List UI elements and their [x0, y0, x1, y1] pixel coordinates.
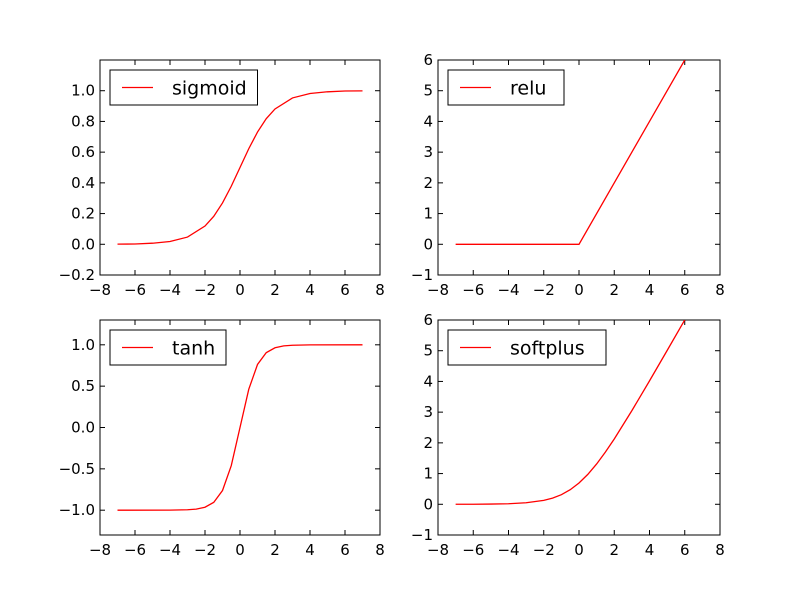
legend-label: tanh [172, 338, 215, 360]
y-tick-label: 1.0 [71, 336, 95, 354]
x-tick-label: 0 [574, 281, 584, 299]
x-tick-label: 2 [270, 541, 280, 559]
x-tick-label: 8 [375, 281, 385, 299]
x-tick-label: 8 [715, 541, 725, 559]
x-tick-label: −2 [533, 281, 555, 299]
x-tick-label: −8 [427, 281, 449, 299]
y-tick-label: −1.0 [59, 501, 95, 519]
y-tick-label: 5 [423, 82, 433, 100]
y-tick-label: 3 [423, 403, 433, 421]
x-tick-label: −6 [462, 541, 484, 559]
x-tick-label: −2 [194, 541, 216, 559]
y-tick-label: −1 [411, 266, 433, 284]
x-tick-label: −8 [427, 541, 449, 559]
x-tick-label: 4 [305, 281, 315, 299]
subplot-1: −8 −6 −4 −2 0 2 4 6 8 −0.2 0.0 0.2 0.4 0.6 0.8 1.0 sigmo… [59, 59, 385, 299]
legend: softplus [447, 329, 607, 366]
y-tick-label: −0.5 [59, 460, 95, 478]
x-tick-label: 2 [609, 541, 619, 559]
x-tick-label: 6 [340, 281, 350, 299]
x-tick-label: 0 [235, 281, 245, 299]
x-tick-label: 6 [340, 541, 350, 559]
x-tick-label: 4 [645, 281, 655, 299]
subplot-4: −8 −6 −4 −2 0 2 4 6 8 −1 0 1 2 3 4 5 6 softplus [411, 311, 725, 559]
y-tick-label: 4 [423, 372, 433, 390]
y-tick-label: 4 [423, 112, 433, 130]
y-tick-label: 0.0 [71, 419, 95, 437]
y-tick-label: 0 [423, 495, 433, 513]
x-tick-label: −8 [89, 541, 111, 559]
series-line-tanh [117, 344, 363, 511]
x-tick-label: 4 [305, 541, 315, 559]
y-tick-label: 1 [423, 205, 433, 223]
legend: sigmoid [109, 69, 258, 106]
legend-label: softplus [510, 338, 585, 360]
y-tick-label: 5 [423, 342, 433, 360]
y-tick-label: 0.6 [71, 143, 95, 161]
x-tick-label: −6 [462, 281, 484, 299]
x-tick-label: 6 [680, 541, 690, 559]
y-tick-label: 1.0 [71, 82, 95, 100]
x-tick-label: −8 [89, 281, 111, 299]
x-tick-label: 8 [715, 281, 725, 299]
x-tick-label: 4 [645, 541, 655, 559]
x-tick-label: −4 [159, 281, 181, 299]
subplot-3: −8 −6 −4 −2 0 2 4 6 8 −1.0 −0.5 0.0 0.5 1.0 tanh [59, 319, 385, 559]
y-tick-label: 2 [423, 434, 433, 452]
y-tick-label: 0.4 [71, 174, 95, 192]
x-tick-label: −4 [159, 541, 181, 559]
x-tick-label: −6 [124, 281, 146, 299]
series-line-softplus [455, 320, 686, 505]
x-tick-label: 2 [609, 281, 619, 299]
x-tick-label: −2 [194, 281, 216, 299]
y-tick-label: 6 [423, 51, 433, 69]
y-tick-label: −0.2 [59, 266, 95, 284]
series-line-sigmoid [117, 90, 363, 245]
y-tick-label: 6 [423, 311, 433, 329]
legend-label: sigmoid [172, 78, 247, 100]
x-tick-label: 0 [574, 541, 584, 559]
x-tick-label: 8 [375, 541, 385, 559]
series-line-relu [455, 60, 686, 245]
x-tick-label: 0 [235, 541, 245, 559]
y-tick-label: 1 [423, 465, 433, 483]
x-tick-label: 2 [270, 281, 280, 299]
y-tick-label: 0 [423, 235, 433, 253]
subplot-2: −8 −6 −4 −2 0 2 4 6 8 −1 0 1 2 3 4 5 6 relu [411, 51, 725, 299]
x-tick-label: −4 [497, 541, 519, 559]
y-tick-label: 0.0 [71, 235, 95, 253]
legend: tanh [109, 329, 227, 366]
legend-label: relu [510, 78, 546, 100]
x-tick-label: −2 [533, 541, 555, 559]
y-tick-label: 0.2 [71, 205, 95, 223]
y-tick-label: 3 [423, 143, 433, 161]
x-tick-label: −6 [124, 541, 146, 559]
x-tick-label: −4 [497, 281, 519, 299]
y-tick-label: 2 [423, 174, 433, 192]
y-tick-label: 0.5 [71, 377, 95, 395]
x-tick-label: 6 [680, 281, 690, 299]
y-tick-label: 0.8 [71, 112, 95, 130]
legend: relu [447, 69, 565, 106]
y-tick-label: −1 [411, 526, 433, 544]
